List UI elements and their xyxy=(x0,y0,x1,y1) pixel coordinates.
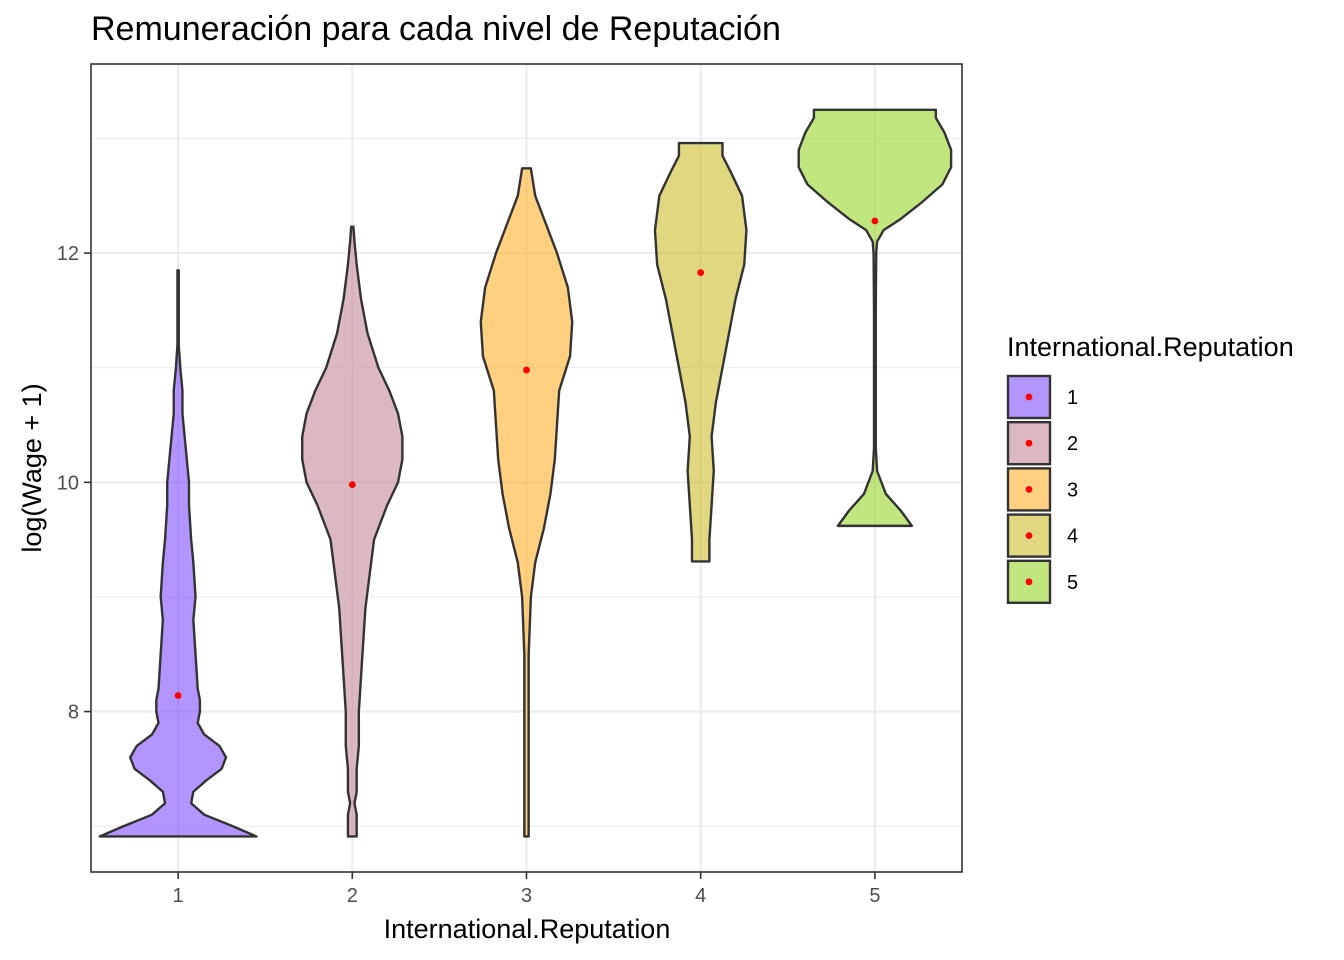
violin-5 xyxy=(797,108,953,528)
violin-2 xyxy=(301,225,404,838)
legend-key-point xyxy=(1025,439,1033,447)
legend-label-5: 5 xyxy=(1067,572,1078,594)
median-point-5 xyxy=(871,217,879,225)
y-axis-title: log(Wage + 1) xyxy=(17,383,47,552)
y-tick-label: 12 xyxy=(57,243,79,265)
legend-label-1: 1 xyxy=(1067,387,1078,409)
median-point-3 xyxy=(523,366,530,374)
x-tick-label: 1 xyxy=(173,885,184,907)
legend-label-4: 4 xyxy=(1067,526,1078,548)
legend: International.Reputation 1 2 3 4 5 xyxy=(1006,332,1294,604)
legend-key-point xyxy=(1025,532,1033,539)
x-tick-label: 3 xyxy=(521,885,532,907)
x-tick-label: 5 xyxy=(869,885,880,907)
legend-label-3: 3 xyxy=(1067,479,1078,501)
x-tick-label: 4 xyxy=(695,885,706,907)
y-tick-label: 8 xyxy=(68,702,79,724)
legend-key-point xyxy=(1025,578,1033,586)
chart-title: Remuneración para cada nivel de Reputaci… xyxy=(91,10,781,48)
x-axis-title: International.Reputation xyxy=(384,914,671,944)
y-tick-label: 10 xyxy=(57,472,79,494)
median-point-4 xyxy=(697,269,705,276)
legend-title: International.Reputation xyxy=(1007,332,1294,362)
violin-3 xyxy=(479,167,574,838)
x-tick-label: 2 xyxy=(347,885,358,907)
violins xyxy=(98,108,953,838)
median-point-2 xyxy=(348,481,356,489)
violin-4 xyxy=(653,141,748,563)
violin-1 xyxy=(98,269,258,838)
legend-key-point xyxy=(1025,486,1033,493)
legend-label-2: 2 xyxy=(1067,433,1078,455)
legend-key-point xyxy=(1025,393,1033,401)
median-point-1 xyxy=(174,692,182,699)
